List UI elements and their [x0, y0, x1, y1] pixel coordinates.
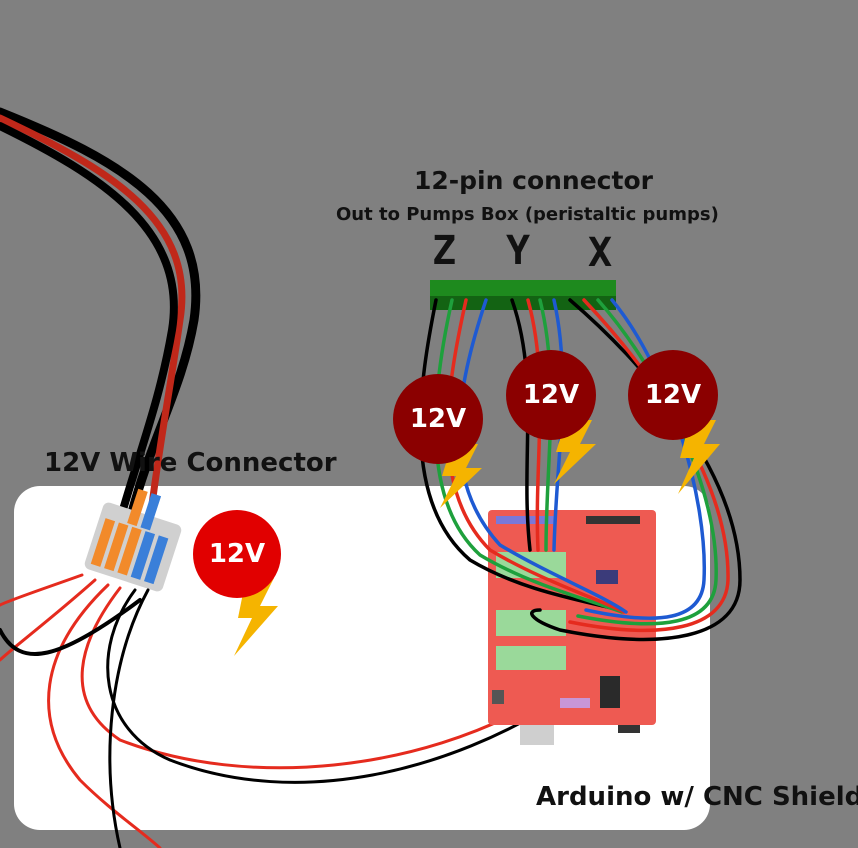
power-badge-supply: 12V — [193, 510, 281, 598]
bolt-icon-supply — [234, 578, 278, 656]
wire-connector-label: 12V Wire Connector — [44, 448, 337, 478]
power-badge-motor-3: 12V — [628, 350, 718, 440]
power-badge-text: 12V — [208, 539, 266, 569]
power-supply-cable — [0, 107, 201, 525]
axis-label-z: Z — [432, 228, 457, 274]
power-badge-motor-1: 12V — [393, 374, 483, 464]
power-badge-text: 12V — [644, 380, 702, 410]
axis-label-x: X — [588, 230, 613, 276]
arduino-label: Arduino w/ CNC Shield — [536, 782, 858, 812]
power-badge-text: 12V — [522, 380, 580, 410]
power-badge-motor-2: 12V — [506, 350, 596, 440]
connector-subtitle: Out to Pumps Box (peristaltic pumps) — [336, 204, 719, 225]
axis-label-y: Y — [506, 228, 531, 274]
arduino-cnc-shield — [488, 510, 656, 745]
lever-wire-connector — [84, 488, 182, 592]
power-badge-text: 12V — [409, 404, 467, 434]
bolt-icon-motor-3 — [678, 420, 720, 494]
connector-title: 12-pin connector — [414, 166, 653, 195]
